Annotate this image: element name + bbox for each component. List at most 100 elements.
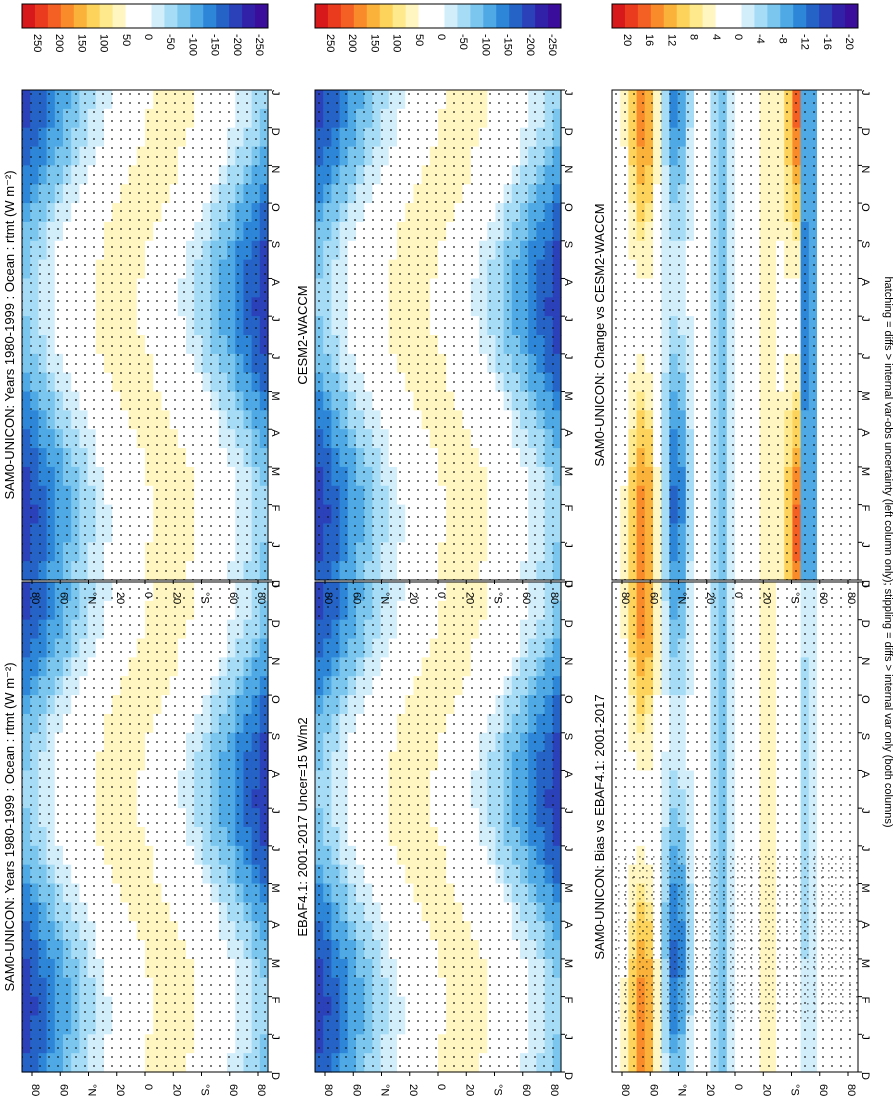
- lat-tick-label: 20: [407, 1084, 419, 1096]
- month-tick-label: A: [269, 429, 281, 437]
- colorbar-swatch: [87, 4, 100, 28]
- month-tick-label: D: [269, 620, 281, 628]
- lat-tick-label: 80: [255, 592, 267, 604]
- month-tick-label: A: [859, 429, 871, 437]
- month-tick-label: S: [562, 241, 574, 248]
- colorbar-swatch: [139, 4, 152, 28]
- panel-title: EBAF4.1: 2001-2017 Uncer=15 W/m2: [295, 717, 310, 936]
- month-tick-label: D: [562, 1072, 574, 1080]
- colorbar-swatch: [48, 4, 61, 28]
- lat-tick-label: 60: [817, 592, 829, 604]
- lat-tick-label: 60: [57, 592, 69, 604]
- panel-title: SAM0-UNICON: Years 1980-1999 : Ocean : r…: [2, 662, 17, 991]
- lat-tick-label: 0: [732, 1084, 744, 1090]
- lat-tick-label: °N: [379, 1084, 391, 1096]
- lat-tick-label: 80: [29, 592, 41, 604]
- lat-tick-label: 80: [29, 1084, 41, 1096]
- month-tick-label: O: [859, 203, 871, 212]
- month-tick-label: N: [562, 657, 574, 665]
- lat-tick-label: °S: [492, 592, 504, 604]
- month-tick-label: N: [269, 657, 281, 665]
- colorbar-swatch: [164, 4, 177, 28]
- month-tick-label: J: [269, 808, 281, 814]
- month-tick-label: J: [859, 354, 871, 360]
- panel-5: SAM0-UNICON: Change vs CESM2-WACCM 80 60 °N…: [592, 90, 871, 604]
- month-tick-label: J: [859, 808, 871, 814]
- lat-tick-label: 20: [170, 1084, 182, 1096]
- month-tick-label: A: [859, 921, 871, 929]
- month-tick-label: D: [859, 128, 871, 136]
- month-tick-label: J: [562, 316, 574, 322]
- month-tick-label: D: [859, 620, 871, 628]
- month-tick-label: M: [562, 884, 574, 893]
- month-tick-label: S: [859, 241, 871, 248]
- lat-tick-label: 0: [142, 592, 154, 598]
- lat-tick-label: 20: [463, 1084, 475, 1096]
- colorbar-swatch: [126, 4, 139, 28]
- colorbar-swatch: [113, 4, 126, 28]
- panel-title: SAM0-UNICON: Change vs CESM2-WACCM: [592, 203, 607, 466]
- month-tick-label: J: [269, 354, 281, 360]
- lat-tick-label: 60: [350, 592, 362, 604]
- month-tick-label: J: [859, 846, 871, 852]
- month-tick-label: F: [562, 997, 574, 1004]
- month-tick-label: D: [269, 1072, 281, 1080]
- lat-tick-label: °N: [676, 592, 688, 604]
- month-tick-label: F: [859, 997, 871, 1004]
- month-tick-label: A: [562, 278, 574, 286]
- hatching-overlay: [612, 852, 858, 1024]
- lat-tick-label: 80: [845, 592, 857, 604]
- month-tick-label: D: [562, 128, 574, 136]
- lat-tick-label: 60: [350, 1084, 362, 1096]
- month-tick-label: J: [562, 1034, 574, 1040]
- month-tick-label: J: [269, 542, 281, 548]
- lat-tick-label: 0: [732, 592, 744, 598]
- colorbar-swatch: [190, 4, 203, 28]
- lat-tick-label: 0: [435, 1084, 447, 1090]
- month-tick-label: D: [859, 580, 871, 588]
- month-tick-label: A: [562, 429, 574, 437]
- colorbar-swatch: [151, 4, 164, 28]
- lat-tick-label: 60: [57, 1084, 69, 1096]
- lat-tick-label: 20: [704, 592, 716, 604]
- lat-tick-label: 60: [647, 592, 659, 604]
- month-tick-label: M: [859, 467, 871, 476]
- lat-tick-label: 80: [548, 1084, 560, 1096]
- month-tick-label: A: [269, 921, 281, 929]
- lat-tick-label: 80: [619, 1084, 631, 1096]
- stippling-overlay: [315, 582, 561, 1072]
- lat-tick-label: °N: [676, 1084, 688, 1096]
- month-tick-label: J: [859, 1034, 871, 1040]
- colorbar-swatch: [35, 4, 48, 28]
- month-tick-label: D: [859, 1072, 871, 1080]
- colorbar-swatch: [177, 4, 190, 28]
- lat-tick-label: °S: [492, 1084, 504, 1096]
- stippling-overlay: [22, 90, 268, 580]
- panel-2: SAM0-UNICON: Bias vs EBAF4.1: 2001-20178…: [592, 582, 871, 1096]
- colorbar-swatch: [74, 4, 87, 28]
- lat-tick-label: °N: [86, 1084, 98, 1096]
- lat-tick-label: °S: [789, 592, 801, 604]
- lat-tick-label: 60: [817, 1084, 829, 1096]
- month-tick-label: A: [859, 278, 871, 286]
- month-tick-label: J: [269, 1034, 281, 1040]
- lat-tick-label: °S: [789, 1084, 801, 1096]
- month-tick-label: M: [562, 959, 574, 968]
- lat-tick-label: 20: [704, 1084, 716, 1096]
- panel-0: SAM0-UNICON: Years 1980-1999 : Ocean : r…: [2, 582, 281, 1096]
- month-tick-label: A: [859, 770, 871, 778]
- colorbar-swatch: [216, 4, 229, 28]
- month-tick-label: M: [562, 467, 574, 476]
- colorbar-swatch: [203, 4, 216, 28]
- month-tick-label: M: [859, 392, 871, 401]
- colorbar-swatch: [22, 4, 35, 28]
- month-tick-label: J: [269, 90, 281, 96]
- month-tick-label: S: [269, 241, 281, 248]
- month-tick-label: A: [269, 770, 281, 778]
- month-tick-label: M: [269, 959, 281, 968]
- lat-tick-label: 20: [760, 1084, 772, 1096]
- panel-1: EBAF4.1: 2001-2017 Uncer=15 W/m2 80 60 °N 20…: [295, 582, 574, 1096]
- colorbar-swatch: [61, 4, 74, 28]
